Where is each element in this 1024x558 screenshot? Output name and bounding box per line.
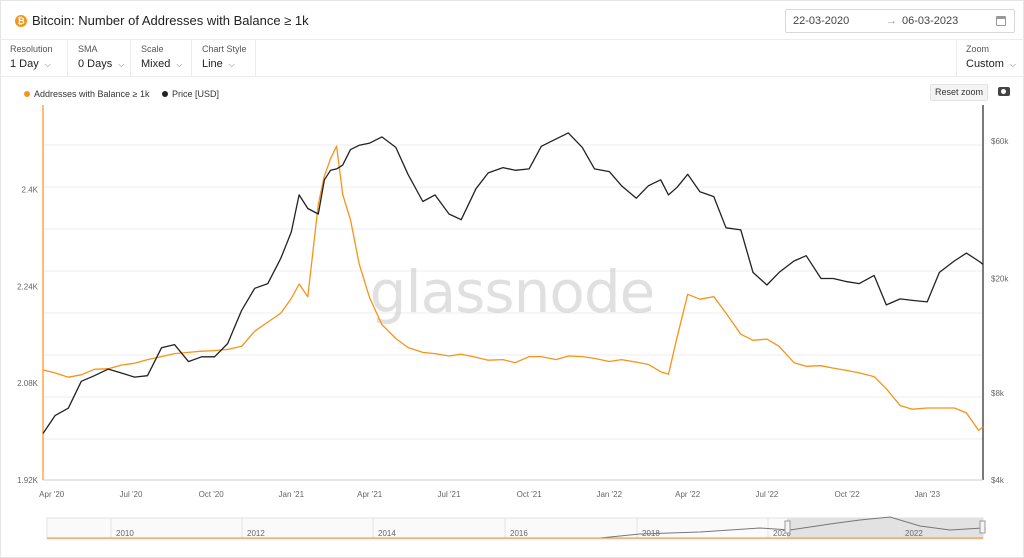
legend-marker [162,91,169,97]
y-tick-label-left: 2.08K [17,379,39,388]
chevron-down-icon: ⌵ [44,60,51,69]
x-tick-label: Jul '21 [438,490,461,499]
arrow-right-icon: → [886,15,897,27]
x-tick-label: Jan '21 [279,490,305,499]
chart-style-label: Chart Style [202,44,247,54]
scale-value: Mixed ⌵ [141,58,183,70]
resolution-value: 1 Day ⌵ [10,58,51,70]
zoom-value: Custom ⌵ [966,58,1016,70]
title-bar: ₿ Bitcoin: Number of Addresses with Bala… [0,0,1024,40]
x-tick-label: Oct '22 [835,490,861,499]
zoom-label: Zoom [966,44,990,54]
x-tick-label: Apr '22 [675,490,701,499]
scale-label: Scale [141,44,164,54]
controls-bar: Resolution 1 Day ⌵ SMA 0 Days ⌵ Scale Mixe… [0,40,1024,77]
series-layer [42,132,984,434]
date-to[interactable]: 06-03-2023 [902,15,959,27]
navigator-handle-left [784,520,791,534]
scale-select[interactable]: Scale Mixed ⌵ [131,40,192,77]
navigator-year-label: 2016 [510,529,528,538]
x-tick-label: Oct '21 [517,490,543,499]
navigator[interactable]: 2010 2012 2014 2016 2018 2020 2022 [46,516,986,540]
y-tick-label-right: $4k [991,476,1005,485]
bitcoin-icon: ₿ [15,15,27,27]
camera-icon[interactable] [998,87,1010,96]
sma-label: SMA [78,44,98,54]
x-tick-label: Oct '20 [199,490,225,499]
navigator-year-label: 2020 [773,529,791,538]
resolution-select[interactable]: Resolution 1 Day ⌵ [0,40,68,77]
sma-value: 0 Days ⌵ [78,58,125,70]
legend-item-price[interactable]: Price [USD] [162,89,219,99]
y-tick-label-right: $20k [991,275,1009,284]
y-tick-label-left: 1.92K [17,476,39,485]
legend-marker [24,91,30,97]
x-tick-label: Jul '22 [756,490,779,499]
navigator-selection [787,518,983,539]
navigator-handle-right [979,520,986,534]
series-line-addresses [42,145,984,432]
navigator-year-label: 2022 [905,529,923,538]
calendar-icon[interactable] [996,16,1006,26]
x-tick-label: Apr '20 [39,490,65,499]
date-from[interactable]: 22-03-2020 [793,15,850,27]
chevron-down-icon: ⌵ [118,60,125,69]
series-line-price [42,132,984,434]
chart-style-value: Line ⌵ [202,58,235,70]
gridlines [43,144,983,440]
x-tick-label: Jan '23 [914,490,940,499]
y-tick-label-right: $60k [991,137,1009,146]
x-tick-label: Apr '21 [357,490,383,499]
x-tick-label: Jul '20 [120,490,143,499]
chevron-down-icon: ⌵ [1009,60,1016,69]
y-tick-label-left: 2.24K [17,282,39,291]
navigator-year-label: 2012 [247,529,265,538]
navigator-price-line [47,516,984,539]
legend-item-addresses[interactable]: Addresses with Balance ≥ 1k [24,89,150,99]
zoom-select[interactable]: Zoom Custom ⌵ [956,40,1024,77]
chart-style-select[interactable]: Chart Style Line ⌵ [192,40,256,77]
navigator-year-label: 2010 [116,529,134,538]
date-range-picker[interactable]: 22-03-2020 → 06-03-2023 [785,9,1015,33]
navigator-year-label: 2014 [378,529,396,538]
axes: 1.92K 2.08K 2.24K 2.4K $4k $8k $20k $60k Apr '20… [17,105,1009,499]
resolution-label: Resolution [10,44,53,54]
x-tick-label: Jan '22 [596,490,622,499]
chevron-down-icon: ⌵ [176,60,183,69]
chart-legend: Addresses with Balance ≥ 1k Price [USD] [24,89,229,99]
chevron-down-icon: ⌵ [228,60,235,69]
y-tick-label-left: 2.4K [22,186,39,195]
sma-select[interactable]: SMA 0 Days ⌵ [68,40,131,77]
page-title: Bitcoin: Number of Addresses with Balanc… [32,13,309,28]
watermark: glassnode [370,258,655,326]
y-tick-label-right: $8k [991,389,1005,398]
reset-zoom-button[interactable]: Reset zoom [930,84,988,101]
